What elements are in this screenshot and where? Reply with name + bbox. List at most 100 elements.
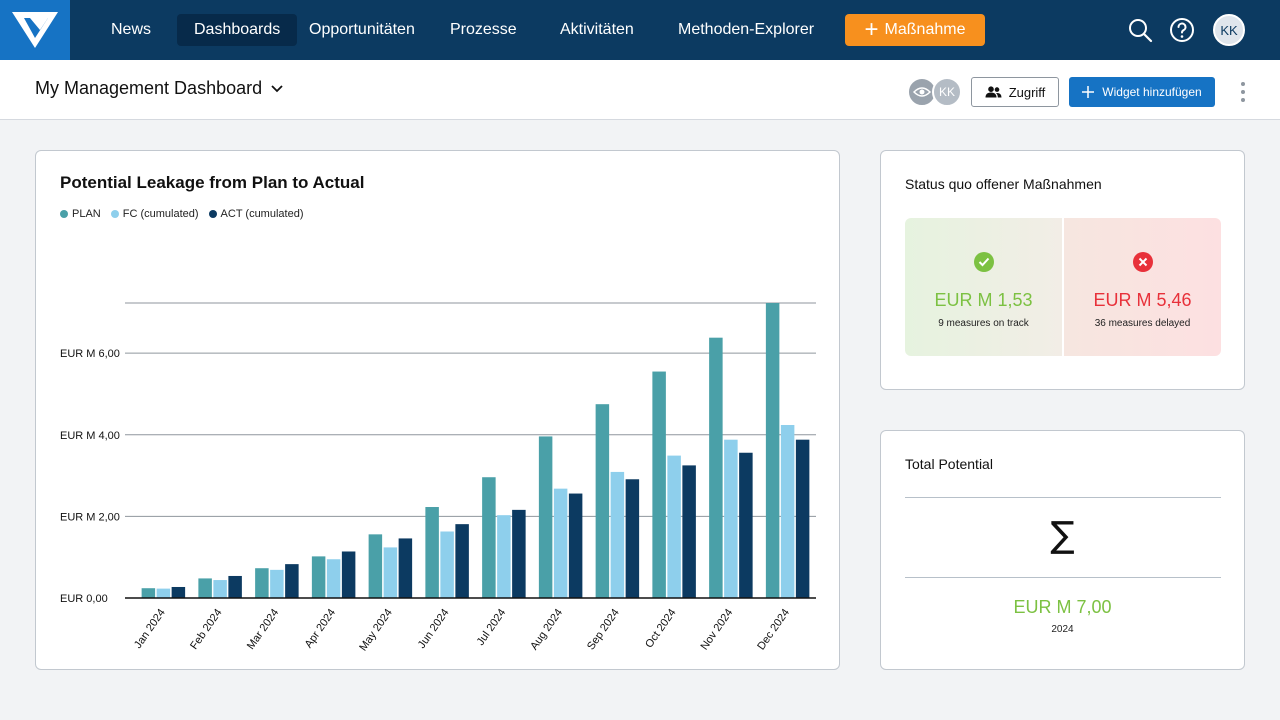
- access-label: Zugriff: [1008, 84, 1046, 100]
- bar-fc-cumulated--8[interactable]: [553, 488, 568, 598]
- bar-act-cumulated--12[interactable]: [795, 439, 810, 598]
- logo-icon: [12, 12, 58, 48]
- status-widget-title: Status quo offener Maßnahmen: [905, 176, 1102, 192]
- divider: [905, 497, 1221, 498]
- x-tick-label: Mar 2024: [245, 607, 281, 652]
- bar-fc-cumulated--4[interactable]: [326, 559, 341, 598]
- leakage-bar-chart: EUR 0,00 EUR M 2,00 EUR M 4,00 EUR M 6,00 Ja…: [60, 302, 816, 653]
- help-icon[interactable]: [1168, 16, 1196, 44]
- y-tick-label: EUR 0,00: [60, 593, 108, 605]
- bar-fc-cumulated--6[interactable]: [440, 531, 454, 598]
- bar-act-cumulated--5[interactable]: [398, 538, 413, 598]
- y-tick-label: EUR M 4,00: [60, 430, 120, 442]
- users-icon: [985, 86, 1002, 98]
- bar-fc-cumulated--9[interactable]: [610, 471, 625, 598]
- app-logo[interactable]: [0, 0, 70, 60]
- nav-item-dashboards[interactable]: Dashboards: [177, 14, 298, 46]
- nav-item-aktivitäten[interactable]: Aktivitäten: [560, 21, 634, 38]
- total-potential-widget: Total Potential ∑ EUR M 7,00 2024: [880, 430, 1245, 670]
- legend-swatch: [208, 210, 217, 218]
- nav-item-methoden-explorer[interactable]: Methoden-Explorer: [678, 21, 815, 38]
- chart-title: Potential Leakage from Plan to Actual: [60, 173, 365, 192]
- shared-user-avatar[interactable]: KK: [932, 77, 962, 107]
- bar-fc-cumulated--11[interactable]: [724, 439, 738, 598]
- delayed-label: 36 measures delayed: [1094, 318, 1191, 329]
- on-track-value: EUR M 1,53: [934, 290, 1033, 310]
- bar-plan-1[interactable]: [141, 588, 156, 598]
- bar-plan-5[interactable]: [368, 534, 383, 598]
- bar-fc-cumulated--1[interactable]: [156, 588, 171, 598]
- close-circle-icon: [1132, 252, 1153, 272]
- bar-plan-12[interactable]: [765, 303, 780, 598]
- page-title: My Management Dashboard: [35, 78, 263, 98]
- add-measure-button[interactable]: + Maßnahme: [845, 14, 985, 46]
- bar-fc-cumulated--12[interactable]: [780, 424, 795, 598]
- bar-plan-11[interactable]: [709, 337, 723, 598]
- bar-fc-cumulated--2[interactable]: [213, 580, 227, 598]
- bar-fc-cumulated--3[interactable]: [270, 569, 284, 598]
- nav-item-opportunitäten[interactable]: Opportunitäten: [309, 21, 415, 38]
- bar-fc-cumulated--5[interactable]: [383, 547, 398, 598]
- add-measure-label: Maßnahme: [884, 21, 966, 38]
- x-tick-label: Feb 2024: [188, 607, 224, 652]
- y-tick-label: EUR M 2,00: [60, 511, 120, 523]
- bar-act-cumulated--10[interactable]: [682, 465, 696, 598]
- bar-plan-7[interactable]: [482, 477, 496, 598]
- plus-icon: [1082, 86, 1095, 98]
- total-widget-title: Total Potential: [905, 456, 993, 472]
- bar-act-cumulated--6[interactable]: [455, 524, 469, 598]
- access-button[interactable]: Zugriff: [971, 77, 1059, 107]
- on-track-label: 9 measures on track: [938, 318, 1029, 329]
- dashboard-header: My Management Dashboard KK Zugriff Widge…: [0, 60, 1280, 120]
- x-tick-label: Apr 2024: [303, 607, 338, 650]
- bar-act-cumulated--7[interactable]: [512, 509, 526, 598]
- chart-legend: PLAN FC (cumulated) ACT (cumulated): [60, 208, 303, 220]
- bar-plan-3[interactable]: [255, 568, 269, 598]
- total-potential-period: 2024: [1051, 624, 1074, 635]
- search-icon[interactable]: [1126, 16, 1154, 44]
- dashboard-selector[interactable]: My Management Dashboard: [35, 78, 284, 99]
- bar-plan-8[interactable]: [538, 436, 553, 598]
- bar-fc-cumulated--10[interactable]: [667, 455, 681, 598]
- plus-icon: +: [864, 16, 879, 43]
- user-avatar[interactable]: KK: [1213, 14, 1245, 46]
- bar-plan-9[interactable]: [595, 404, 610, 598]
- bar-act-cumulated--4[interactable]: [341, 551, 356, 598]
- legend-item[interactable]: ACT (cumulated): [208, 208, 304, 220]
- legend-item[interactable]: FC (cumulated): [110, 208, 199, 220]
- bar-fc-cumulated--7[interactable]: [497, 515, 511, 598]
- bar-act-cumulated--11[interactable]: [739, 452, 753, 598]
- bar-act-cumulated--8[interactable]: [568, 493, 583, 598]
- y-tick-label: EUR M 6,00: [60, 348, 120, 360]
- total-potential-value: EUR M 7,00: [1013, 597, 1112, 617]
- bar-act-cumulated--1[interactable]: [171, 586, 186, 598]
- shared-user-initials: KK: [938, 85, 955, 99]
- divider: [905, 577, 1221, 578]
- x-tick-label: Jun 2024: [416, 607, 452, 651]
- add-widget-button[interactable]: Widget hinzufügen: [1069, 77, 1215, 107]
- bar-plan-6[interactable]: [425, 507, 439, 598]
- legend-item[interactable]: PLAN: [60, 208, 101, 220]
- x-tick-label: Nov 2024: [698, 607, 735, 652]
- nav-item-news[interactable]: News: [111, 21, 152, 38]
- legend-label: PLAN: [72, 208, 101, 220]
- leakage-chart-widget: EUR 0,00 EUR M 2,00 EUR M 4,00 EUR M 6,00 Ja…: [35, 150, 840, 670]
- nav-item-prozesse[interactable]: Prozesse: [450, 21, 517, 38]
- user-initials: KK: [1220, 22, 1238, 38]
- bar-act-cumulated--9[interactable]: [625, 479, 640, 598]
- sum-icon: ∑: [1050, 515, 1075, 556]
- chevron-down-icon: [271, 84, 283, 92]
- add-widget-label: Widget hinzufügen: [1102, 85, 1202, 99]
- x-tick-label: May 2024: [357, 607, 395, 653]
- on-track-tile[interactable]: EUR M 1,53 9 measures on track: [905, 218, 1062, 356]
- more-options-icon[interactable]: [1236, 82, 1250, 102]
- bar-act-cumulated--3[interactable]: [285, 564, 299, 598]
- bar-plan-2[interactable]: [198, 578, 212, 598]
- legend-label: FC (cumulated): [122, 208, 199, 220]
- bar-act-cumulated--2[interactable]: [228, 575, 242, 598]
- bar-plan-4[interactable]: [311, 556, 326, 598]
- bar-plan-10[interactable]: [652, 371, 666, 598]
- x-tick-label: Jul 2024: [475, 607, 509, 648]
- delayed-tile[interactable]: EUR M 5,46 36 measures delayed: [1064, 218, 1221, 356]
- legend-label: ACT (cumulated): [220, 208, 304, 220]
